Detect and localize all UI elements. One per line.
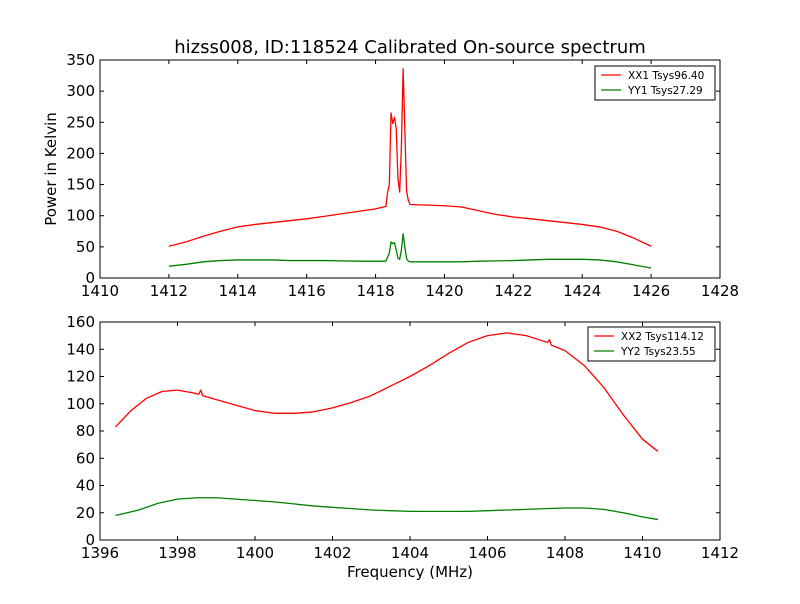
- series-line-1-2: [168, 233, 652, 269]
- y-tick-label: 0: [85, 269, 95, 287]
- panel-1: 1410 1412 1414 1416 1418 1420 1422 1424 1426 1428…: [42, 51, 739, 300]
- x-tick-label: 1410: [81, 282, 119, 300]
- x-tick-label: 1418: [356, 282, 394, 300]
- y-tick-label: 120: [66, 368, 95, 386]
- y-tick-label: 100: [66, 207, 95, 225]
- x-tick-label: 1428: [701, 282, 739, 300]
- x-tick-label: 1424: [563, 282, 601, 300]
- y-tick-label: 20: [76, 504, 95, 522]
- y-tick-label: 100: [66, 395, 95, 413]
- y-tick-label: 80: [76, 422, 95, 440]
- x-tick-label: 1426: [632, 282, 670, 300]
- y-tick-label: 0: [85, 531, 95, 549]
- series-line-2-1: [115, 332, 659, 452]
- legend-entry: XX2 Tsys114.12: [621, 331, 704, 343]
- x-tick-label: 1398: [158, 544, 196, 562]
- y-tick-label: 40: [76, 477, 95, 495]
- x-tick-label: 1414: [219, 282, 257, 300]
- series-line-2-2: [115, 497, 659, 521]
- legend: XX1 Tsys96.40 YY1 Tsys27.29: [594, 65, 716, 101]
- panel-2: 1396 1398 1400 1402 1404 1406 1408 1410 1412 0 20 4…: [66, 313, 739, 581]
- axes-frame: [99, 59, 721, 279]
- legend-entry: YY1 Tsys27.29: [627, 85, 703, 97]
- y-tick-label: 200: [66, 144, 95, 162]
- y-tick-label: 250: [66, 113, 95, 131]
- x-tick-label: 1400: [236, 544, 274, 562]
- y-tick-label: 140: [66, 340, 95, 358]
- x-tick-label: 1410: [623, 544, 661, 562]
- series-line-1-1: [168, 68, 652, 247]
- legend: XX2 Tsys114.12 YY2 Tsys23.55: [587, 326, 716, 362]
- x-tick-label: 1412: [150, 282, 188, 300]
- legend-entry: XX1 Tsys96.40: [628, 70, 704, 82]
- chart-title: hizss008, ID:118524 Calibrated On-source…: [174, 37, 646, 58]
- x-tick-label: 1402: [313, 544, 351, 562]
- y-tick-label: 350: [66, 51, 95, 69]
- y-tick-label: 160: [66, 313, 95, 331]
- x-tick-label: 1420: [425, 282, 463, 300]
- x-tick-label: 1408: [546, 544, 584, 562]
- x-tick-label: 1422: [494, 282, 532, 300]
- x-tick-label: 1404: [391, 544, 429, 562]
- x-tick-label: 1396: [81, 544, 119, 562]
- y-tick-label: 300: [66, 82, 95, 100]
- x-tick-label: 1406: [468, 544, 506, 562]
- x-tick-label: 1412: [701, 544, 739, 562]
- legend-entry: YY2 Tsys23.55: [620, 346, 696, 358]
- y-tick-label: 50: [76, 238, 95, 256]
- y-axis-label: Power in Kelvin: [42, 112, 60, 226]
- legend-box: [587, 326, 716, 362]
- panels: 1410 1412 1414 1416 1418 1420 1422 1424 1426 1428…: [42, 51, 739, 581]
- x-tick-label: 1416: [288, 282, 326, 300]
- x-axis-label: Frequency (MHz): [347, 563, 473, 581]
- legend-box: [594, 65, 716, 101]
- y-tick-label: 60: [76, 449, 95, 467]
- y-tick-label: 150: [66, 176, 95, 194]
